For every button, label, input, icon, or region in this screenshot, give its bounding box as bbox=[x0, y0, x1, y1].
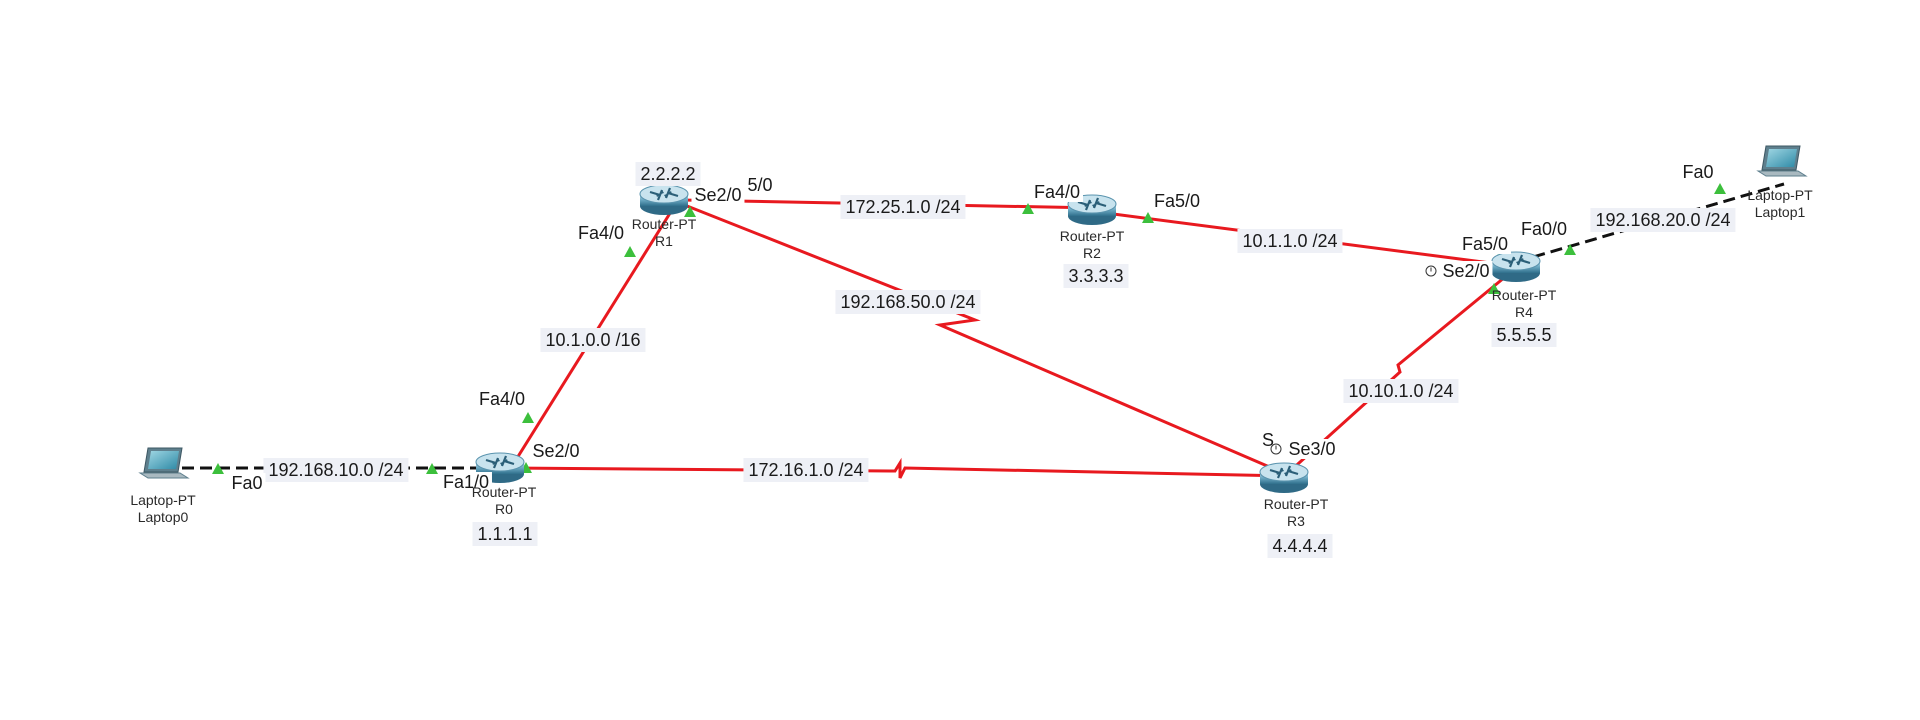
port-label-r1-se2-0: Se2/0 bbox=[691, 185, 745, 205]
link-r3-r4[interactable] bbox=[1287, 266, 1517, 474]
port-label-r4-fa0-0: Fa0/0 bbox=[1517, 219, 1571, 239]
network-label-r2-r4: 10.1.1.0 /24 bbox=[1237, 229, 1343, 253]
port-label-r0-fa1-0: Fa1/0 bbox=[439, 472, 493, 492]
device-name: R3 bbox=[1287, 513, 1305, 529]
device-label-laptop1: Laptop-PT Laptop1 bbox=[1747, 187, 1812, 221]
link-r1-r3[interactable] bbox=[681, 202, 1289, 477]
device-label-r3: Router-PT R3 bbox=[1264, 496, 1329, 530]
port-label-r4-fa5-0: Fa5/0 bbox=[1458, 234, 1512, 254]
network-label-r1-r3: 192.168.50.0 /24 bbox=[835, 290, 981, 314]
device-model: Router-PT bbox=[631, 216, 697, 232]
port-label-r3-se3-0: Se3/0 bbox=[1285, 439, 1339, 459]
device-label-r1: Router-PT R1 bbox=[632, 216, 697, 250]
network-label-r0-r3: 172.16.1.0 /24 bbox=[743, 458, 869, 482]
network-label-r0-r1: 10.1.0.0 /16 bbox=[540, 328, 646, 352]
device-name: R4 bbox=[1515, 304, 1533, 320]
port-label-r1-fa5-0: 5/0 bbox=[744, 175, 776, 195]
router-icon[interactable] bbox=[638, 183, 690, 217]
device-label-r0: Router-PT R0 bbox=[472, 484, 537, 518]
router-icon[interactable] bbox=[1258, 461, 1310, 495]
device-label-laptop0: Laptop-PT Laptop0 bbox=[130, 492, 195, 526]
device-name: Laptop1 bbox=[1754, 204, 1806, 220]
device-name: R2 bbox=[1083, 245, 1101, 261]
network-label-r1-r2: 172.25.1.0 /24 bbox=[840, 195, 966, 219]
device-model: Router-PT bbox=[1263, 496, 1329, 512]
port-label-laptop1-fa0: Fa0 bbox=[1679, 162, 1717, 182]
port-label-r0-fa4-0: Fa4/0 bbox=[475, 389, 529, 409]
router-id-r4: 5.5.5.5 bbox=[1491, 323, 1557, 347]
device-name: R0 bbox=[495, 501, 513, 517]
router-icon[interactable] bbox=[1490, 250, 1542, 284]
router-id-r3: 4.4.4.4 bbox=[1267, 534, 1333, 558]
port-label-r2-fa4-0: Fa4/0 bbox=[1030, 182, 1084, 202]
router-id-r0: 1.1.1.1 bbox=[472, 522, 538, 546]
device-name: R1 bbox=[655, 233, 673, 249]
port-label-laptop0-fa0: Fa0 bbox=[228, 473, 266, 493]
laptop-icon[interactable] bbox=[139, 447, 189, 479]
router-id-r1: 2.2.2.2 bbox=[635, 162, 701, 186]
device-label-r2: Router-PT R2 bbox=[1060, 228, 1125, 262]
device-model: Router-PT bbox=[1491, 287, 1557, 303]
network-label-lan-right: 192.168.20.0 /24 bbox=[1590, 208, 1736, 232]
port-label-r0-se2-0: Se2/0 bbox=[529, 441, 583, 461]
port-label-r4-se2-0: Se2/0 bbox=[1439, 261, 1493, 281]
port-label-r1-fa4-0: Fa4/0 bbox=[574, 223, 628, 243]
network-label-r3-r4: 10.10.1.0 /24 bbox=[1343, 379, 1459, 403]
network-label-lan-left: 192.168.10.0 /24 bbox=[263, 458, 409, 482]
device-model: Laptop-PT bbox=[1747, 187, 1813, 203]
device-name: Laptop0 bbox=[137, 509, 189, 525]
clock-icon bbox=[1270, 443, 1282, 455]
laptop-icon[interactable] bbox=[1757, 145, 1807, 177]
device-model: Router-PT bbox=[1059, 228, 1125, 244]
link-r4-laptop1[interactable] bbox=[1515, 182, 1785, 264]
port-label-r2-fa5-0: Fa5/0 bbox=[1150, 191, 1204, 211]
clock-icon bbox=[1425, 265, 1437, 277]
link-r0-r3[interactable] bbox=[506, 457, 1291, 479]
device-model: Router-PT bbox=[471, 484, 537, 500]
device-label-r4: Router-PT R4 bbox=[1492, 287, 1557, 321]
router-id-r2: 3.3.3.3 bbox=[1063, 264, 1129, 288]
device-model: Laptop-PT bbox=[130, 492, 196, 508]
